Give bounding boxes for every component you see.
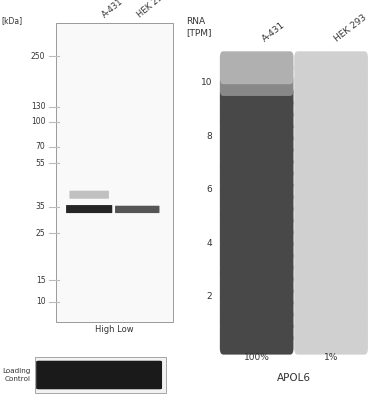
FancyBboxPatch shape <box>220 51 294 72</box>
Text: [kDa]: [kDa] <box>2 16 23 25</box>
FancyBboxPatch shape <box>294 298 368 319</box>
FancyBboxPatch shape <box>220 334 294 355</box>
FancyBboxPatch shape <box>294 181 368 202</box>
FancyBboxPatch shape <box>35 357 166 393</box>
FancyBboxPatch shape <box>36 361 162 389</box>
FancyBboxPatch shape <box>294 157 368 178</box>
FancyBboxPatch shape <box>294 192 368 214</box>
FancyBboxPatch shape <box>220 240 294 260</box>
Text: 8: 8 <box>206 132 212 141</box>
FancyBboxPatch shape <box>115 206 160 213</box>
Text: 250: 250 <box>31 52 45 61</box>
Text: Loading
Control: Loading Control <box>3 368 31 382</box>
FancyBboxPatch shape <box>294 51 368 72</box>
Text: 2: 2 <box>206 292 212 301</box>
Text: 1%: 1% <box>324 353 338 362</box>
Text: HEK 293: HEK 293 <box>135 0 169 20</box>
FancyBboxPatch shape <box>220 122 294 143</box>
FancyBboxPatch shape <box>220 145 294 166</box>
FancyBboxPatch shape <box>294 122 368 143</box>
Text: 6: 6 <box>206 185 212 194</box>
Text: 130: 130 <box>31 102 45 111</box>
FancyBboxPatch shape <box>220 98 294 120</box>
Text: 4: 4 <box>206 238 212 248</box>
Text: A-431: A-431 <box>100 0 125 20</box>
Text: APOL6: APOL6 <box>277 373 311 383</box>
FancyBboxPatch shape <box>220 63 294 84</box>
FancyBboxPatch shape <box>220 192 294 214</box>
FancyBboxPatch shape <box>294 98 368 120</box>
FancyBboxPatch shape <box>294 110 368 131</box>
Text: 15: 15 <box>36 276 45 285</box>
FancyBboxPatch shape <box>220 251 294 272</box>
FancyBboxPatch shape <box>294 86 368 108</box>
FancyBboxPatch shape <box>220 110 294 131</box>
FancyBboxPatch shape <box>220 263 294 284</box>
FancyBboxPatch shape <box>70 191 109 199</box>
FancyBboxPatch shape <box>220 86 294 108</box>
FancyBboxPatch shape <box>294 228 368 249</box>
FancyBboxPatch shape <box>294 134 368 155</box>
FancyBboxPatch shape <box>220 216 294 237</box>
Text: [TPM]: [TPM] <box>186 28 212 37</box>
FancyBboxPatch shape <box>294 204 368 225</box>
Text: 10: 10 <box>201 78 212 87</box>
FancyBboxPatch shape <box>294 334 368 355</box>
FancyBboxPatch shape <box>294 216 368 237</box>
FancyBboxPatch shape <box>220 204 294 225</box>
Text: 100: 100 <box>31 117 45 126</box>
FancyBboxPatch shape <box>56 23 173 322</box>
FancyBboxPatch shape <box>294 240 368 260</box>
FancyBboxPatch shape <box>294 275 368 296</box>
FancyBboxPatch shape <box>220 75 294 96</box>
FancyBboxPatch shape <box>294 251 368 272</box>
Text: 10: 10 <box>36 298 45 306</box>
Text: 55: 55 <box>36 159 45 168</box>
Text: 70: 70 <box>36 142 45 151</box>
FancyBboxPatch shape <box>294 263 368 284</box>
FancyBboxPatch shape <box>220 157 294 178</box>
FancyBboxPatch shape <box>66 205 112 213</box>
FancyBboxPatch shape <box>220 310 294 331</box>
FancyBboxPatch shape <box>220 286 294 308</box>
FancyBboxPatch shape <box>220 298 294 319</box>
Text: 25: 25 <box>36 229 45 238</box>
FancyBboxPatch shape <box>220 169 294 190</box>
FancyBboxPatch shape <box>294 169 368 190</box>
FancyBboxPatch shape <box>294 322 368 343</box>
FancyBboxPatch shape <box>220 181 294 202</box>
FancyBboxPatch shape <box>294 286 368 308</box>
FancyBboxPatch shape <box>220 275 294 296</box>
Text: 100%: 100% <box>244 353 270 362</box>
FancyBboxPatch shape <box>294 75 368 96</box>
FancyBboxPatch shape <box>220 322 294 343</box>
FancyBboxPatch shape <box>294 145 368 166</box>
Text: RNA: RNA <box>186 17 205 26</box>
FancyBboxPatch shape <box>294 63 368 84</box>
FancyBboxPatch shape <box>294 310 368 331</box>
FancyBboxPatch shape <box>220 228 294 249</box>
Text: 35: 35 <box>36 202 45 211</box>
Text: A-431: A-431 <box>260 20 287 44</box>
Text: HEK 293: HEK 293 <box>333 13 369 44</box>
Text: High Low: High Low <box>95 325 134 334</box>
FancyBboxPatch shape <box>220 134 294 155</box>
